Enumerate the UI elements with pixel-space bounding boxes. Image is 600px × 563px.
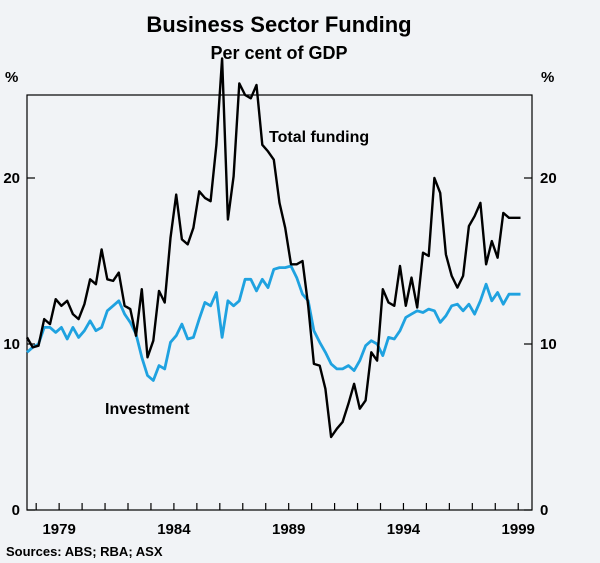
x-tick-label: 1994 [387,521,421,538]
x-tick-label: 1984 [157,521,191,538]
y-tick-label-left: 0 [12,502,20,519]
chart-subtitle: Per cent of GDP [210,43,347,63]
series-layer [25,57,521,439]
y-tick-label-left: 20 [3,170,20,187]
y-tick-label-right: 20 [540,170,557,187]
y-tick-label-left: 10 [3,336,20,353]
source-note: Sources: ABS; RBA; ASX [6,544,163,559]
x-tick-label: 1989 [272,521,305,538]
series-line-total-funding [25,57,521,439]
y-ticks: 0 0 10 10 20 20 [3,170,556,519]
series-line-investment [26,264,521,382]
x-tick-label: 1979 [42,521,75,538]
annotation-total-funding: Total funding [269,129,369,146]
chart-title: Business Sector Funding [146,12,411,37]
y-unit-left: % [5,69,18,86]
y-tick-label-right: 0 [540,502,548,519]
y-tick-label-right: 10 [540,336,557,353]
y-unit-right: % [541,69,554,86]
plot-frame [26,94,533,511]
x-tick-label: 1999 [502,521,535,538]
annotation-investment: Investment [105,401,190,418]
x-ticks: 1979 1984 1989 1994 1999 [35,503,535,538]
